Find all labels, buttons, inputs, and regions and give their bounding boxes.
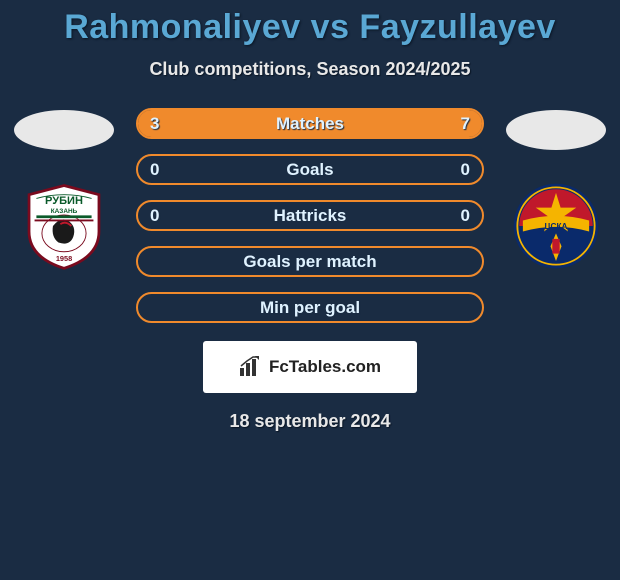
player-left-photo <box>14 110 114 150</box>
stat-bars: 3 7 Matches 0 0 Goals 0 0 Hattricks Goals per mat… <box>136 108 484 323</box>
stat-label: Matches <box>276 114 344 134</box>
brand-text: FcTables.com <box>269 357 381 377</box>
stat-label: Goals <box>286 160 333 180</box>
page-title: Rahmonaliyev vs Fayzullayev <box>0 8 620 47</box>
brand-box[interactable]: FcTables.com <box>203 341 417 393</box>
player-right-column: ЦСКА <box>502 108 610 272</box>
stat-bar: 0 0 Hattricks <box>136 200 484 231</box>
stat-bar: 0 0 Goals <box>136 154 484 185</box>
club-badge-right: ЦСКА <box>510 180 602 272</box>
svg-text:1958: 1958 <box>56 254 72 263</box>
stat-value-right: 0 <box>461 160 470 180</box>
date-label: 18 september 2024 <box>0 411 620 432</box>
stat-label: Min per goal <box>260 298 360 318</box>
svg-text:ЦСКА: ЦСКА <box>544 222 567 231</box>
svg-text:КАЗАНЬ: КАЗАНЬ <box>51 208 78 215</box>
bar-chart-icon <box>239 356 263 378</box>
stat-value-left: 0 <box>150 160 159 180</box>
stat-value-right: 0 <box>461 206 470 226</box>
stat-value-right: 7 <box>461 114 470 134</box>
page-subtitle: Club competitions, Season 2024/2025 <box>0 59 620 80</box>
svg-text:РУБИН: РУБИН <box>45 195 83 207</box>
main-row: РУБИН КАЗАНЬ 1958 3 7 Matches 0 0 Goals 0 0 Hatt… <box>0 108 620 323</box>
stat-bar: Goals per match <box>136 246 484 277</box>
stat-bar: 3 7 Matches <box>136 108 484 139</box>
stat-value-left: 3 <box>150 114 159 134</box>
stat-value-left: 0 <box>150 206 159 226</box>
player-right-photo <box>506 110 606 150</box>
stat-label: Goals per match <box>243 252 376 272</box>
player-left-column: РУБИН КАЗАНЬ 1958 <box>10 108 118 272</box>
stat-label: Hattricks <box>274 206 347 226</box>
comparison-card: Rahmonaliyev vs Fayzullayev Club competi… <box>0 0 620 432</box>
stat-bar: Min per goal <box>136 292 484 323</box>
club-badge-left: РУБИН КАЗАНЬ 1958 <box>18 180 110 272</box>
